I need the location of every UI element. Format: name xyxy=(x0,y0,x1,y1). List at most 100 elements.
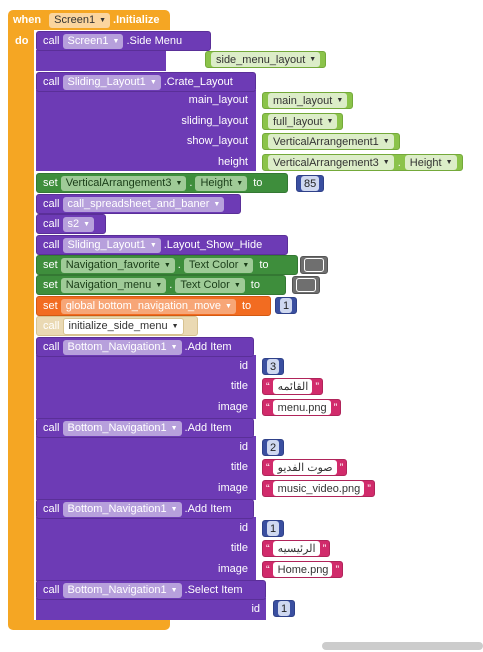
component-dropdown[interactable]: Bottom_Navigation1 ▼ xyxy=(62,420,182,436)
property-dropdown[interactable]: Height ▼ xyxy=(404,155,457,170)
initialize-label: .Initialize xyxy=(113,14,160,26)
color-swatch[interactable] xyxy=(296,278,316,292)
add-item-call-2[interactable]: call Bottom_Navigation1 ▼ .Add Item xyxy=(36,418,254,438)
chevron-down-icon: ▼ xyxy=(99,16,107,24)
number-value[interactable]: 3 xyxy=(267,359,280,374)
chevron-down-icon: ▼ xyxy=(336,97,344,104)
chevron-down-icon: ▼ xyxy=(233,281,241,289)
text-value[interactable]: menu.png xyxy=(272,400,331,415)
property-dropdown[interactable]: Height ▼ xyxy=(195,175,248,191)
number-value[interactable]: 1 xyxy=(278,601,291,616)
show-layout-value[interactable]: VerticalArrangement1 ▼ xyxy=(262,133,400,150)
chevron-down-icon: ▼ xyxy=(445,159,453,166)
call-spreadsheet-block[interactable]: call call_spreadsheet_and_baner ▼ xyxy=(36,194,241,214)
text-value[interactable]: music_video.png xyxy=(272,481,365,496)
component-dropdown[interactable]: Navigation_favorite ▼ xyxy=(60,257,175,273)
screen-dropdown[interactable]: Screen1 ▼ xyxy=(49,12,111,28)
variable-dropdown[interactable]: global bottom_navigation_move ▼ xyxy=(60,298,236,314)
property-dropdown[interactable]: Text Color ▼ xyxy=(175,277,245,293)
text-value[interactable]: الرئيسيه xyxy=(272,541,320,556)
quote-open: “ xyxy=(266,482,270,495)
main-layout-slot-label: main_layout xyxy=(188,94,248,106)
set-global-variable[interactable]: set global bottom_navigation_move ▼ to xyxy=(36,296,271,316)
chevron-down-icon: ▼ xyxy=(236,179,244,187)
dot-label: . xyxy=(189,177,193,189)
side-menu-layout-value[interactable]: side_menu_layout ▼ xyxy=(205,51,327,68)
side-menu-call[interactable]: call Screen1 ▼ .Side Menu xyxy=(36,31,211,51)
quote-close: ” xyxy=(322,542,327,555)
select-id-block[interactable]: 1 xyxy=(273,600,296,617)
number-value[interactable]: 1 xyxy=(280,298,293,313)
quote-close: ” xyxy=(339,461,344,474)
component-dropdown[interactable]: Bottom_Navigation1 ▼ xyxy=(62,339,182,355)
component-dropdown[interactable]: side_menu_layout ▼ xyxy=(211,52,321,67)
component-dropdown[interactable]: Bottom_Navigation1 ▼ xyxy=(62,501,182,517)
procedure-dropdown[interactable]: call_spreadsheet_and_baner ▼ xyxy=(62,196,225,212)
component-dropdown[interactable]: VerticalArrangement3 ▼ xyxy=(60,175,187,191)
item-image-text[interactable]: “Home.png” xyxy=(262,561,344,578)
text-value[interactable]: صوت الفديو xyxy=(272,460,337,475)
item-title-text[interactable]: “صوت الفديو” xyxy=(262,459,348,476)
quote-open: “ xyxy=(266,461,270,474)
id-slot-label: id xyxy=(239,441,248,453)
item-id-block[interactable]: 1 xyxy=(262,520,285,537)
crate-layout-call[interactable]: call Sliding_Layout1 ▼ .Crate_Layout xyxy=(36,72,256,92)
method-label: .Crate_Layout xyxy=(163,76,233,88)
number-value[interactable]: 2 xyxy=(267,440,280,455)
property-dropdown[interactable]: Text Color ▼ xyxy=(183,257,254,273)
color-swatch[interactable] xyxy=(304,258,324,272)
call-s2-block[interactable]: call s2 ▼ xyxy=(36,214,106,234)
dot-label: . xyxy=(177,259,181,271)
call-initialize-side-menu[interactable]: call initialize_side_menu ▼ xyxy=(36,316,198,336)
number-85-block[interactable]: 85 xyxy=(296,175,325,192)
item-title-text[interactable]: “القائمه” xyxy=(262,378,323,395)
component-dropdown[interactable]: Sliding_Layout1 ▼ xyxy=(62,237,161,253)
main-layout-value[interactable]: main_layout ▼ xyxy=(262,92,354,109)
component-dropdown[interactable]: main_layout ▼ xyxy=(268,93,348,108)
set-nav-favorite-color[interactable]: set Navigation_favorite ▼ . Text Color ▼ t… xyxy=(36,255,298,275)
item-image-text[interactable]: “menu.png” xyxy=(262,399,342,416)
procedure-dropdown[interactable]: s2 ▼ xyxy=(62,216,95,232)
chevron-down-icon: ▼ xyxy=(170,424,178,432)
color-swatch-block[interactable] xyxy=(300,256,328,274)
chevron-down-icon: ▼ xyxy=(83,220,91,228)
item-title-text[interactable]: “الرئيسيه” xyxy=(262,540,331,557)
component-dropdown[interactable]: VerticalArrangement1 ▼ xyxy=(268,134,394,149)
item-id-block[interactable]: 3 xyxy=(262,358,285,375)
chevron-down-icon: ▼ xyxy=(170,343,178,351)
chevron-down-icon: ▼ xyxy=(170,505,178,513)
title-slot-label: title xyxy=(230,380,248,392)
component-dropdown[interactable]: Sliding_Layout1 ▼ xyxy=(62,74,161,90)
dot-label: . xyxy=(397,156,401,169)
layout-show-hide-call[interactable]: call Sliding_Layout1 ▼ .Layout_Show_Hide xyxy=(36,235,288,255)
procedure-dropdown[interactable]: initialize_side_menu ▼ xyxy=(62,317,184,335)
add-item-call-1[interactable]: call Bottom_Navigation1 ▼ .Add Item xyxy=(36,337,254,357)
component-dropdown[interactable]: Bottom_Navigation1 ▼ xyxy=(62,582,182,598)
add-item-call-3[interactable]: call Bottom_Navigation1 ▼ .Add Item xyxy=(36,499,254,519)
when-label: when xyxy=(13,14,42,26)
number-1-block[interactable]: 1 xyxy=(275,297,298,314)
component-dropdown[interactable]: VerticalArrangement3 ▼ xyxy=(268,155,394,170)
method-label: .Add Item xyxy=(184,422,232,434)
component-dropdown[interactable]: Screen1 ▼ xyxy=(62,33,124,49)
component-dropdown[interactable]: Navigation_menu ▼ xyxy=(60,277,167,293)
number-value[interactable]: 85 xyxy=(301,176,320,191)
chevron-down-icon: ▼ xyxy=(149,241,157,249)
color-swatch-block[interactable] xyxy=(292,276,320,294)
title-slot-label: title xyxy=(230,542,248,554)
component-dropdown[interactable]: full_layout ▼ xyxy=(268,114,338,129)
chevron-down-icon: ▼ xyxy=(242,261,250,269)
set-nav-menu-color[interactable]: set Navigation_menu ▼ . Text Color ▼ to xyxy=(36,275,286,295)
text-value[interactable]: القائمه xyxy=(272,379,313,394)
text-value[interactable]: Home.png xyxy=(272,562,333,577)
quote-close: ” xyxy=(315,380,319,393)
select-item-call[interactable]: call Bottom_Navigation1 ▼ .Select Item xyxy=(36,580,266,600)
item-id-block[interactable]: 2 xyxy=(262,439,285,456)
horizontal-scrollbar[interactable] xyxy=(322,642,483,650)
sliding-layout-value[interactable]: full_layout ▼ xyxy=(262,113,344,130)
number-value[interactable]: 1 xyxy=(267,521,280,536)
set-height-block[interactable]: set VerticalArrangement3 ▼ . Height ▼ to xyxy=(36,173,288,193)
height-value[interactable]: VerticalArrangement3 ▼ . Height ▼ xyxy=(262,154,463,171)
chevron-down-icon: ▼ xyxy=(163,261,171,269)
item-image-text[interactable]: “music_video.png” xyxy=(262,480,375,497)
